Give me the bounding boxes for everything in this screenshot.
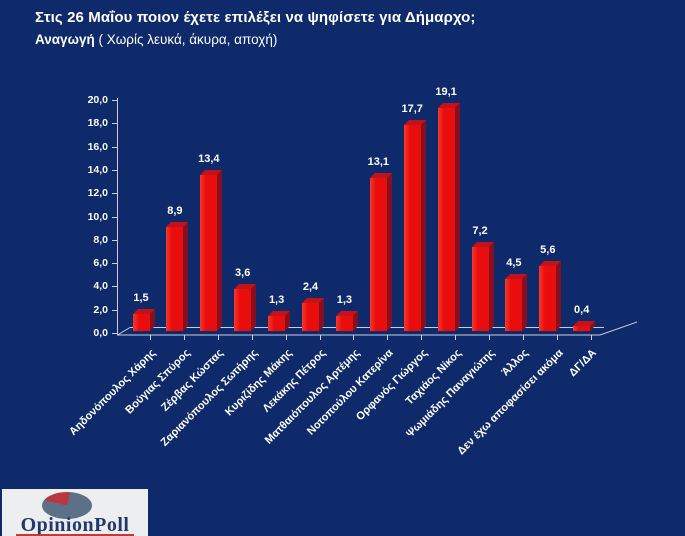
chart-title: Στις 26 Μαΐου ποιον έχετε επιλέξει να ψη…	[35, 9, 476, 26]
bar	[268, 315, 286, 331]
y-tick-mark	[112, 123, 118, 125]
x-tick-mark	[522, 335, 524, 340]
bar-value-label: 2,4	[302, 281, 319, 294]
chart-subtitle: Αναγωγή ( Χωρίς λευκά, άκυρα, αποχή)	[35, 32, 655, 47]
bar-value-label: 13,4	[198, 152, 220, 165]
x-tick-mark	[590, 335, 592, 340]
bar	[335, 315, 353, 331]
bar-value-label: 19,1	[435, 86, 457, 99]
y-tick-mark	[112, 333, 118, 334]
bar-side-face	[420, 119, 426, 331]
y-tick-label: 14,0	[87, 163, 108, 176]
logo-tagline-strip	[16, 534, 134, 536]
y-tick-label: 0,0	[93, 327, 108, 339]
bar	[539, 265, 557, 331]
y-tick-mark	[112, 146, 118, 148]
y-tick-mark	[112, 263, 118, 265]
bar	[234, 289, 252, 331]
bar-value-label: 1,5	[133, 291, 149, 304]
y-tick-label: 4,0	[93, 280, 108, 293]
y-tick-label: 10,0	[87, 210, 108, 223]
bar-side-face	[556, 260, 562, 331]
bar-side-face	[217, 169, 223, 331]
y-tick-mark	[112, 309, 118, 311]
bar-side-face	[386, 173, 392, 331]
opinionpoll-logo: OpinionPoll	[2, 489, 148, 536]
y-tick-label: 20,0	[87, 94, 108, 106]
bar	[471, 247, 489, 331]
x-tick-mark	[251, 335, 253, 340]
y-tick-mark	[112, 239, 118, 241]
y-tick-label: 2,0	[93, 303, 108, 316]
bar	[573, 326, 591, 331]
bar	[166, 227, 184, 331]
bar-side-face	[183, 222, 189, 331]
x-tick-mark	[489, 335, 490, 340]
bar-value-label: 3,6	[235, 267, 251, 280]
x-tick-mark	[319, 335, 321, 340]
x-tick-mark	[183, 335, 185, 340]
subtitle-note: ( Χωρίς λευκά, άκυρα, αποχή)	[94, 32, 278, 47]
bar	[437, 108, 455, 331]
x-tick-mark	[387, 335, 389, 340]
bar	[302, 303, 319, 331]
subtitle-bold: Αναγωγή	[35, 32, 95, 47]
y-tick-mark	[112, 100, 118, 101]
bar-value-label: 8,9	[167, 205, 183, 218]
logo-text: OpinionPoll	[20, 514, 130, 536]
bar	[369, 178, 387, 331]
bar-side-face	[488, 242, 494, 331]
bar-value-label: 4,5	[506, 256, 522, 269]
y-tick-label: 8,0	[93, 233, 108, 246]
y-tick-mark	[112, 193, 118, 195]
y-tick-label: 12,0	[87, 187, 108, 200]
bar-value-label: 5,6	[540, 243, 556, 256]
bar-side-face	[454, 103, 460, 331]
bar	[403, 124, 421, 331]
bar-value-label: 0,4	[574, 304, 590, 317]
x-tick-mark	[150, 335, 151, 340]
bar-value-label: 7,2	[472, 225, 488, 238]
y-tick-label: 18,0	[87, 117, 108, 130]
bar	[200, 174, 218, 331]
bar-value-label: 1,3	[268, 293, 285, 306]
x-tick-mark	[217, 335, 219, 340]
y-tick-mark	[112, 169, 118, 171]
y-tick-mark	[112, 286, 118, 288]
bar	[505, 278, 523, 331]
bar-value-label: 13,1	[367, 156, 389, 169]
y-tick-label: 16,0	[87, 140, 108, 153]
bar-value-label: 1,3	[336, 293, 353, 306]
x-tick-mark	[556, 335, 558, 340]
x-tick-mark	[285, 335, 287, 340]
bar-side-face	[149, 308, 155, 331]
x-tick-mark	[421, 335, 423, 340]
bar-value-label: 17,7	[401, 102, 423, 115]
pie-chart-icon	[42, 492, 92, 519]
bar-side-face	[522, 273, 528, 331]
x-tick-mark	[455, 335, 457, 340]
bar	[132, 313, 150, 331]
bar-side-face	[251, 284, 257, 331]
x-tick-mark	[353, 335, 355, 340]
y-tick-label: 6,0	[93, 257, 108, 270]
y-tick-mark	[112, 216, 118, 218]
